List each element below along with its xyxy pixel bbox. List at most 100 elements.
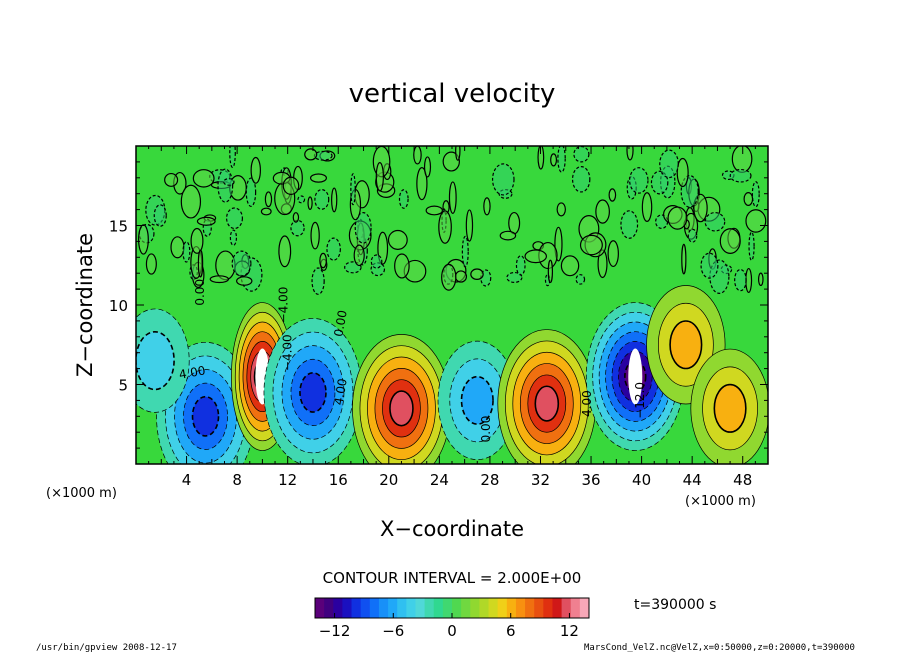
colorbar-swatch bbox=[433, 598, 444, 618]
colorbar-swatch bbox=[351, 598, 362, 618]
noise-contour bbox=[231, 250, 252, 277]
colorbar-tick-label: −6 bbox=[382, 622, 404, 640]
noise-contour bbox=[448, 181, 457, 215]
colorbar-swatch bbox=[360, 598, 371, 618]
noise-contour bbox=[387, 229, 408, 250]
noise-contour bbox=[264, 191, 273, 208]
noise-contour bbox=[319, 252, 327, 269]
noise-contour bbox=[700, 252, 719, 279]
colorbar-swatch bbox=[525, 598, 535, 618]
noise-contour bbox=[659, 149, 679, 179]
noise-contour bbox=[304, 148, 318, 161]
colorbar-swatch bbox=[424, 598, 435, 618]
x-tick-label: 8 bbox=[232, 471, 242, 489]
x-tick-label: 48 bbox=[733, 471, 752, 489]
colorbar-tick-label: 0 bbox=[447, 622, 457, 640]
noise-contour bbox=[310, 221, 320, 250]
noise-contour bbox=[595, 199, 610, 224]
noise-contour bbox=[465, 209, 474, 242]
colorbar-swatch bbox=[534, 598, 544, 618]
contour-labels: 0.00 4.00 −4.00 −4.00 0.00 4.00 0.00 4.00 −12.0 bbox=[178, 279, 647, 442]
heatmap-feature bbox=[352, 334, 451, 464]
x-axis-label: X−coordinate bbox=[380, 517, 524, 541]
footer-left: /usr/bin/gpview 2008-12-17 bbox=[36, 643, 177, 653]
y-tick-label: 15 bbox=[109, 218, 128, 236]
x-tick-label: 20 bbox=[379, 471, 398, 489]
contour-interval: CONTOUR INTERVAL = 2.000E+00 bbox=[323, 569, 582, 587]
noise-contour bbox=[197, 249, 204, 278]
noise-contour bbox=[353, 244, 365, 267]
noise-contour bbox=[164, 172, 179, 187]
contour-level bbox=[534, 385, 560, 422]
noise-contour bbox=[734, 268, 747, 292]
noise-contour bbox=[229, 146, 236, 168]
colorbar-swatch bbox=[378, 598, 389, 618]
noise-contour bbox=[667, 206, 688, 230]
noise-contour bbox=[192, 169, 215, 188]
noise-contour bbox=[650, 170, 669, 195]
contour-label: −12.0 bbox=[633, 382, 647, 419]
y-tick-label: 5 bbox=[118, 377, 128, 395]
x-tick-label: 24 bbox=[430, 471, 449, 489]
noise-contour bbox=[138, 224, 149, 255]
colorbar-tick-label: 6 bbox=[506, 622, 516, 640]
noise-contour bbox=[470, 268, 484, 281]
noise-contour bbox=[626, 146, 634, 161]
heatmap-feature bbox=[437, 340, 517, 461]
noise-contour bbox=[245, 177, 257, 207]
noise-contour bbox=[491, 163, 515, 196]
noise-contour bbox=[579, 234, 603, 256]
colorbar-swatch bbox=[561, 598, 572, 618]
x-tick-label: 4 bbox=[182, 471, 192, 489]
x-axis: 4 8 12 16 20 24 28 32 36 40 44 48 bbox=[135, 146, 769, 489]
noise-contour bbox=[557, 146, 566, 173]
noise-contour bbox=[550, 153, 558, 167]
noise-contour bbox=[236, 276, 253, 286]
noise-contour bbox=[290, 219, 305, 237]
contour-label: 0.00 bbox=[331, 309, 349, 338]
noise-contour bbox=[350, 173, 356, 206]
contour-lines bbox=[138, 146, 767, 295]
colorbar-tick-label: −12 bbox=[319, 622, 351, 640]
chart-title: vertical velocity bbox=[349, 79, 556, 109]
noise-contour bbox=[250, 156, 261, 184]
y-axis-label: Z−coordinate bbox=[73, 233, 97, 377]
noise-contour bbox=[413, 146, 422, 165]
colorbar-tick-label: 12 bbox=[560, 622, 579, 640]
noise-contour bbox=[608, 188, 617, 202]
colorbar bbox=[314, 597, 590, 619]
heatmap-field bbox=[136, 285, 768, 464]
noise-contour bbox=[297, 195, 306, 204]
noise-contour bbox=[153, 204, 167, 227]
colorbar-swatch bbox=[497, 598, 508, 618]
contour-label: 0.00 bbox=[479, 416, 493, 443]
noise-contour bbox=[524, 249, 548, 264]
noise-contour bbox=[693, 193, 708, 223]
noise-contour bbox=[394, 253, 410, 279]
noise-contour bbox=[731, 146, 753, 173]
contour-peak bbox=[628, 348, 643, 405]
x-unit-right: (×1000 m) bbox=[685, 494, 756, 509]
noise-contour bbox=[170, 236, 185, 259]
noise-contour bbox=[217, 168, 234, 203]
contour-level bbox=[713, 383, 747, 433]
contour-level bbox=[191, 395, 220, 437]
noise-contour bbox=[398, 189, 409, 209]
noise-contour bbox=[354, 212, 372, 244]
colorbar-swatch bbox=[333, 598, 343, 618]
colorbar-swatch bbox=[479, 598, 490, 618]
noise-contour bbox=[416, 167, 428, 201]
noise-contour bbox=[575, 274, 586, 285]
noise-contour bbox=[461, 235, 469, 268]
colorbar-swatch bbox=[397, 598, 407, 618]
noise-contour bbox=[326, 237, 341, 261]
noise-contour bbox=[620, 210, 639, 239]
colorbar-swatch bbox=[570, 598, 581, 618]
noise-contour bbox=[425, 205, 443, 216]
time-label: t=390000 s bbox=[634, 597, 716, 613]
colorbar-swatch bbox=[388, 598, 398, 618]
noise-contour bbox=[556, 202, 566, 217]
noise-contour bbox=[307, 196, 313, 210]
contour-level bbox=[389, 390, 414, 427]
noise-contour bbox=[560, 255, 580, 277]
